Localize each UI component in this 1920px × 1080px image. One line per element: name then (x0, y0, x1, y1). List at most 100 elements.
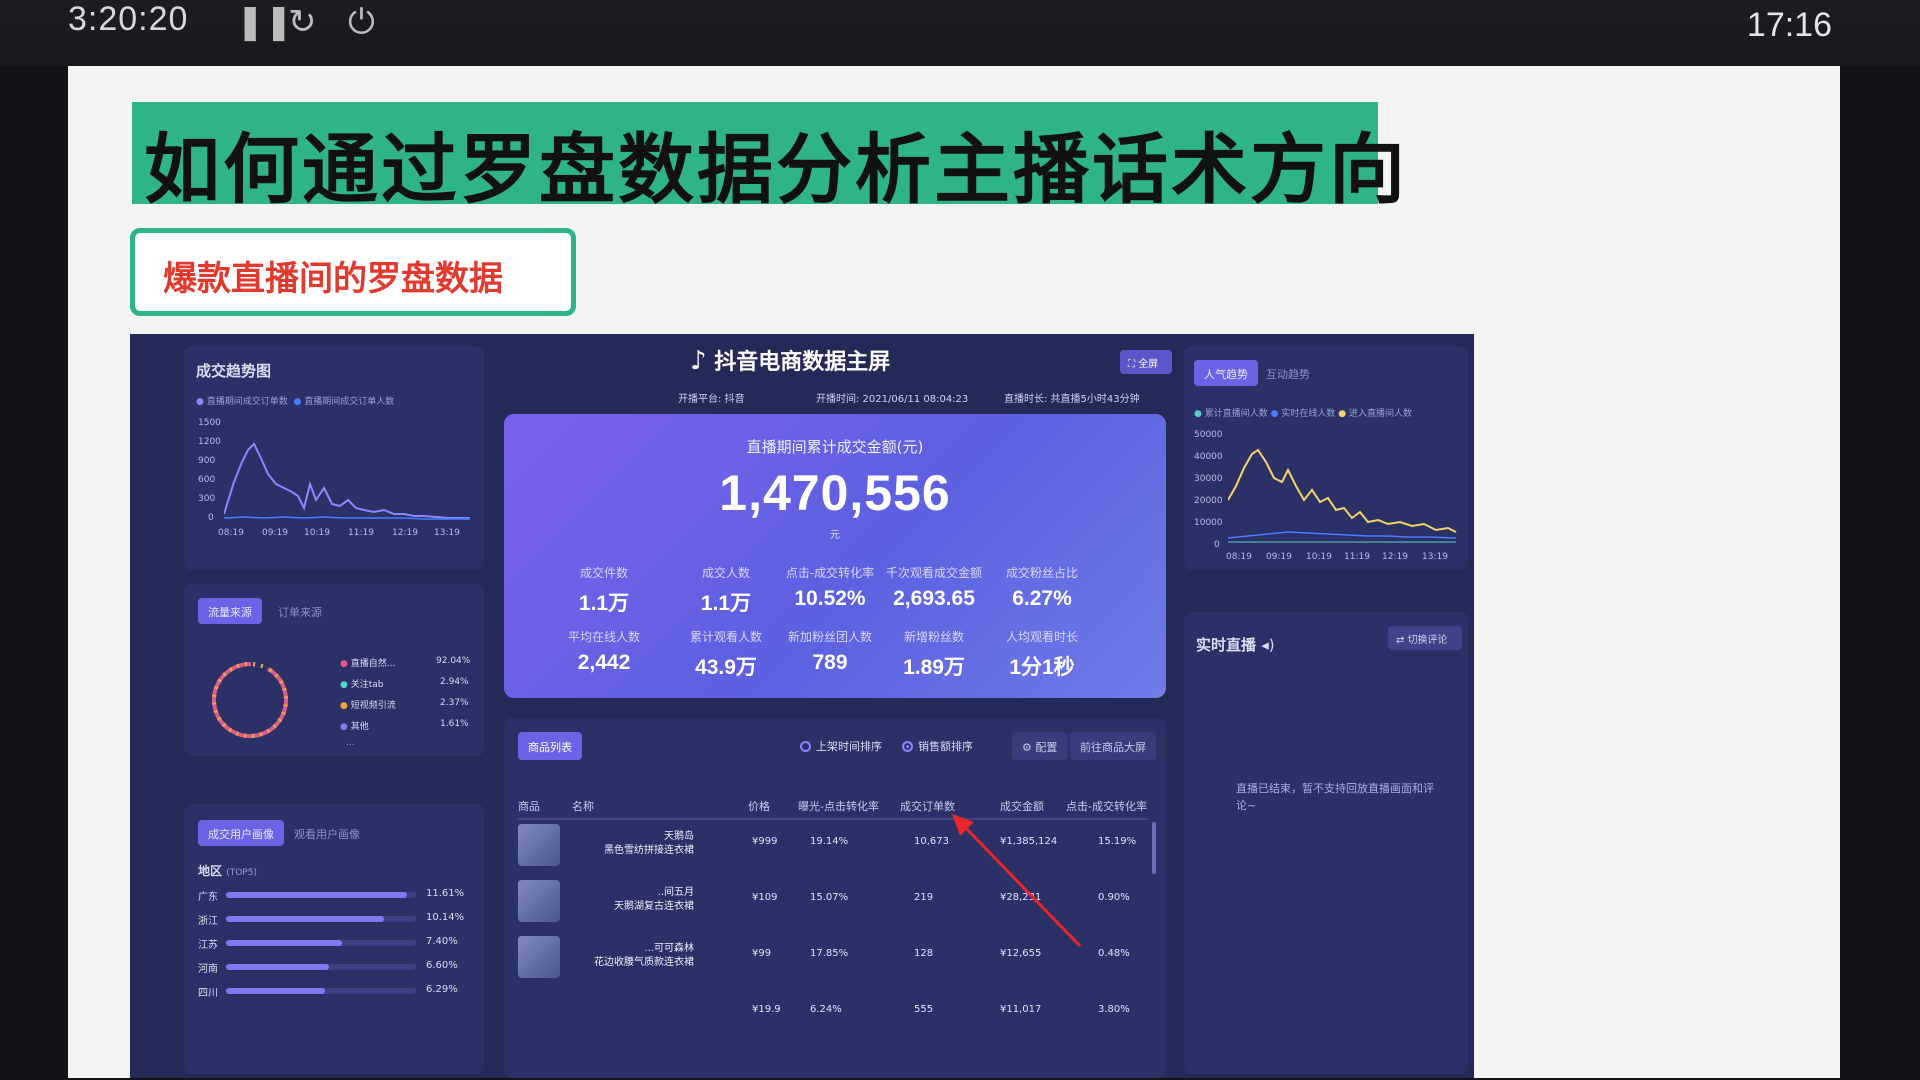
gmv-value: 1,470,556 (719, 465, 951, 521)
metric-value: 2,693.65 (893, 587, 975, 610)
metric-item: 成交件数 1.1万 (542, 564, 666, 617)
trend-legend: ● 直播期间成交订单数 ● 直播期间成交订单人数 (196, 397, 395, 407)
metric-value: 2,442 (577, 651, 631, 674)
product-panel: 商品列表 上架时间排序 销售额排序 ⚙ 配置 前往商品大屏 商品 名称 价格 曝… (504, 718, 1166, 1078)
gmv-label: 直播期间累计成交金额(元) (746, 438, 924, 456)
cell-ctr: 19.14% (810, 836, 849, 847)
sort-by-sales[interactable]: 销售额排序 (902, 738, 973, 754)
metric-value: 1.1万 (578, 592, 630, 615)
cell-cvr: 3.80% (1098, 1004, 1130, 1015)
cell-orders: 219 (914, 892, 934, 903)
goto-product-screen-button[interactable]: 前往商品大屏 (1070, 732, 1156, 760)
gmv-unit: 元 (830, 530, 840, 541)
region-bar-fill (226, 964, 329, 970)
region-pct: 6.29% (426, 984, 458, 995)
refresh-icon[interactable]: ↻ (288, 2, 317, 42)
tab-interaction-trend[interactable]: 互动趋势 (1266, 368, 1310, 381)
region-bar-fill (226, 988, 325, 994)
subtitle-box: 爆款直播间的罗盘数据 (130, 228, 576, 316)
metric-label: 新增粉丝数 (903, 630, 964, 644)
top-bar: 3:20:20 ❚❚ ↻ ⏻ 17:16 (0, 0, 1920, 66)
tab-product-list[interactable]: 商品列表 (518, 732, 582, 760)
source-panel: 流量来源 订单来源 ● 直播自然... 92.04% ● 关注tab 2.94%… (184, 584, 484, 756)
fullscreen-button[interactable]: ⛶ 全屏 (1120, 350, 1172, 374)
platform-info: 开播平台: 抖音 (678, 394, 745, 405)
live-title: 实时直播 ◂) (1196, 636, 1275, 654)
region-name: 浙江 (198, 916, 218, 927)
dashboard-brand: ♪ 抖音电商数据主屏 (690, 346, 891, 376)
slide: 如何通过罗盘数据分析主播话术方向 爆款直播间的罗盘数据 成交趋势图 ● 直播期间… (68, 66, 1840, 1078)
region-name: 江苏 (198, 940, 218, 951)
trend-series-buyers (224, 516, 470, 520)
region-bar-fill (226, 940, 342, 946)
table-scrollbar[interactable] (1152, 822, 1156, 874)
config-button[interactable]: ⚙ 配置 (1012, 732, 1068, 760)
cell-orders: 10,673 (914, 836, 949, 847)
more-indicator[interactable]: ... (346, 738, 355, 748)
product-thumbnail (518, 824, 560, 866)
gmv-card: 直播期间累计成交金额(元) 1,470,556 元 成交件数 1.1万 成交人数 1.… (504, 414, 1166, 698)
cell-price: ¥109 (752, 892, 778, 903)
cell-orders: 555 (914, 1004, 934, 1015)
region-pct: 7.40% (426, 936, 458, 947)
metric-value: 1.1万 (700, 592, 752, 615)
metric-item: 平均在线人数 2,442 (542, 628, 666, 675)
cell-orders: 128 (914, 948, 934, 959)
cell-amount: ¥11,017 (1000, 1004, 1042, 1015)
metric-item: 成交粉丝占比 6.27% (980, 564, 1104, 611)
metric-label: 点击-成交转化率 (785, 566, 875, 580)
metric-item: 成交人数 1.1万 (664, 564, 788, 617)
product-name: ...可可森林 花边收腰气质款连衣裙 (594, 943, 694, 968)
slide-title: 如何通过罗盘数据分析主播话术方向 (144, 125, 1408, 214)
tab-viewer-profile[interactable]: 观看用户画像 (294, 828, 360, 841)
source-donut (212, 662, 288, 738)
region-bar-fill (226, 892, 407, 898)
speaker-icon: ◂) (1261, 636, 1275, 654)
region-name: 河南 (198, 964, 218, 975)
header-divider (518, 818, 1148, 820)
cell-ctr: 6.24% (810, 1004, 842, 1015)
metric-label: 人均观看时长 (1005, 630, 1078, 644)
elapsed-timer: 3:20:20 (68, 0, 189, 38)
tab-traffic-source[interactable]: 流量来源 (198, 598, 262, 624)
power-icon[interactable]: ⏻ (348, 2, 375, 42)
title-band (132, 102, 1378, 204)
trend-series-orders (224, 442, 470, 519)
live-panel: 实时直播 ◂) 直播已结束，暂不支持回放直播画面和评论~ (1184, 612, 1468, 1074)
annotation-arrow (952, 814, 1082, 948)
audience-panel: 成交用户画像 观看用户画像 地区 (TOP5) 广东 11.61% 浙江 10.14%… (184, 804, 484, 1074)
metric-label: 千次观看成交金额 (885, 566, 982, 580)
metric-value: 1.89万 (903, 656, 965, 679)
duration-info: 直播时长: 共直播5小时43分钟 (1004, 394, 1140, 405)
popularity-series-online (1228, 531, 1457, 539)
product-thumbnail (518, 936, 560, 978)
tab-buyer-profile[interactable]: 成交用户画像 (198, 820, 284, 846)
tab-popularity-trend[interactable]: 人气趋势 (1194, 360, 1258, 386)
pause-icon[interactable]: ❚❚ (236, 2, 293, 42)
product-name: ..间五月 天鹅湖复古连衣裙 (614, 887, 694, 912)
region-name: 四川 (198, 988, 218, 999)
trend-chart (224, 442, 470, 520)
cell-cvr: 0.90% (1098, 892, 1130, 903)
cell-cvr: 15.19% (1098, 836, 1137, 847)
switch-comments-button[interactable]: ⇄ 切换评论 (1388, 626, 1462, 650)
cell-ctr: 15.07% (810, 892, 849, 903)
trend-panel: 成交趋势图 ● 直播期间成交订单数 ● 直播期间成交订单人数 1500 1200… (184, 346, 484, 570)
popularity-series-enter (1228, 448, 1457, 533)
dashboard-screenshot: 成交趋势图 ● 直播期间成交订单数 ● 直播期间成交订单人数 1500 1200… (130, 334, 1474, 1078)
sort-by-listing-time[interactable]: 上架时间排序 (800, 738, 882, 754)
cell-amount: ¥28,231 (1000, 892, 1042, 903)
slide-subtitle: 爆款直播间的罗盘数据 (163, 259, 503, 299)
region-name: 广东 (198, 892, 218, 903)
metric-value: 10.52% (794, 587, 866, 610)
metric-label: 平均在线人数 (567, 630, 640, 644)
region-pct: 10.14% (426, 912, 465, 923)
region-pct: 6.60% (426, 960, 458, 971)
metric-item: 点击-成交转化率 10.52% (768, 564, 892, 611)
metric-label: 成交人数 (701, 566, 750, 580)
tab-order-source[interactable]: 订单来源 (278, 606, 322, 619)
cell-price: ¥999 (752, 836, 778, 847)
metric-label: 成交粉丝占比 (1005, 566, 1078, 580)
metric-item: 千次观看成交金额 2,693.65 (872, 564, 996, 611)
trend-title: 成交趋势图 (196, 362, 272, 380)
